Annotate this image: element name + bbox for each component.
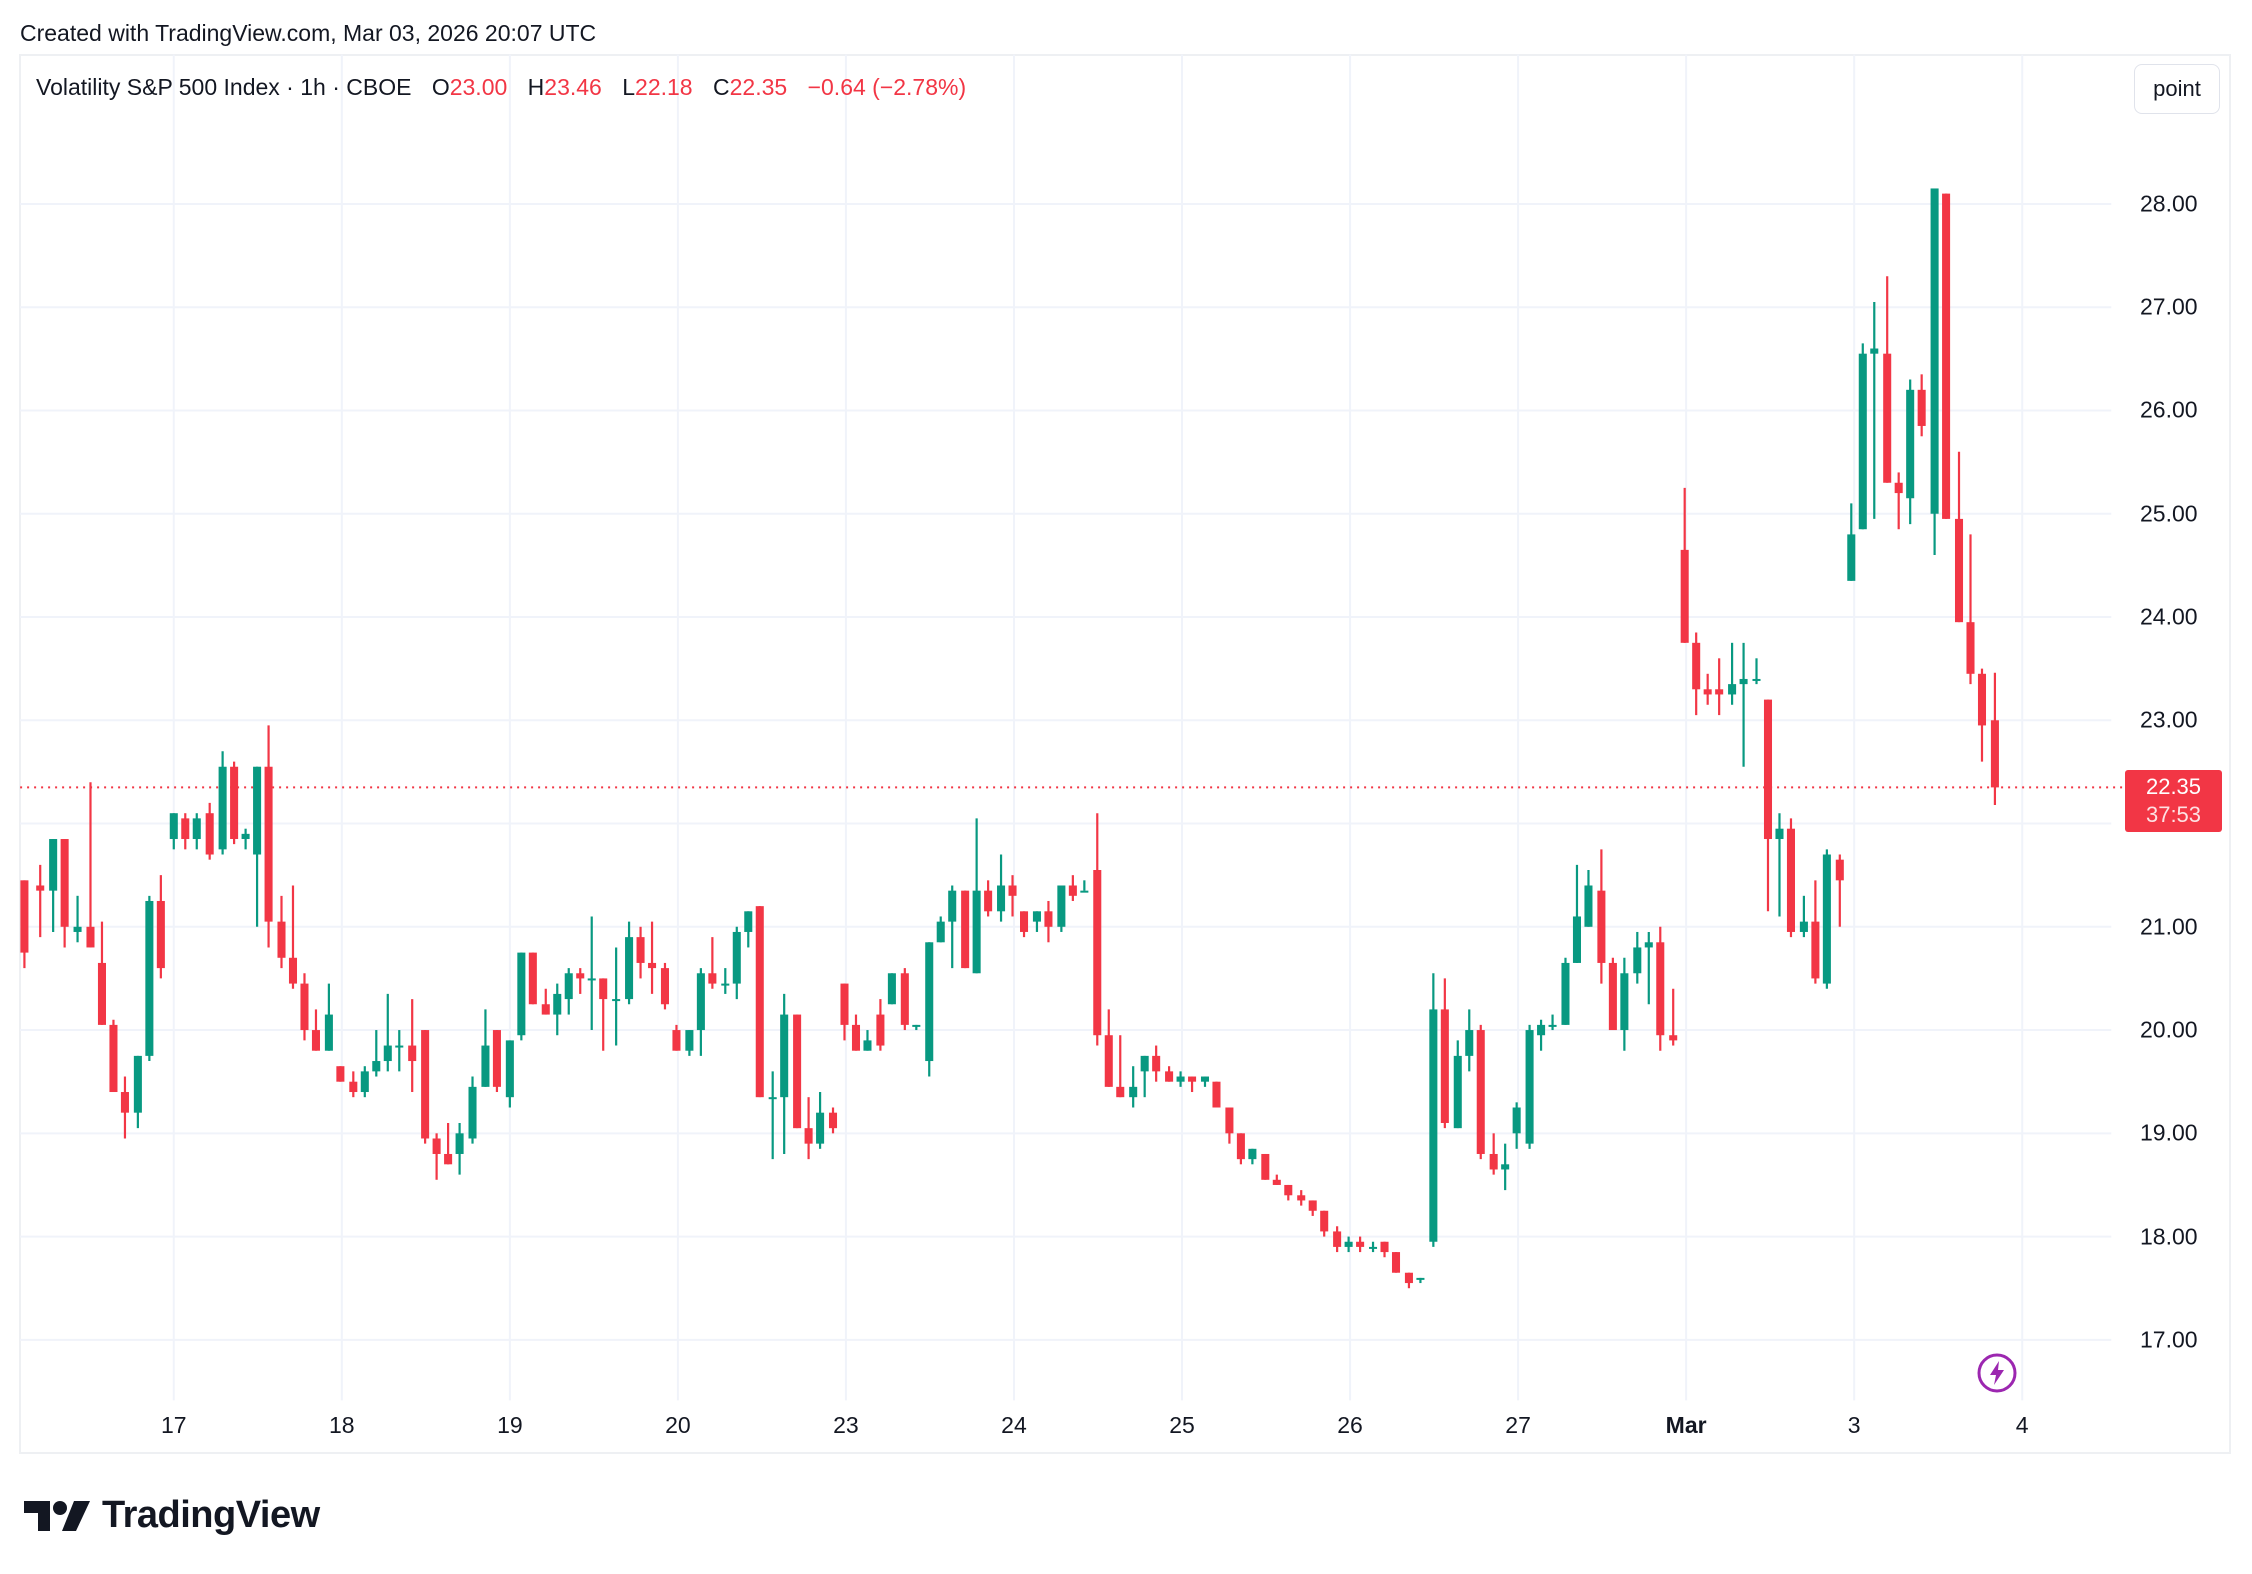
tradingview-logo-icon — [24, 1500, 90, 1531]
low-value: 22.18 — [635, 74, 693, 100]
time-axis-label: 18 — [329, 1412, 355, 1438]
open-label: O — [431, 74, 450, 100]
open-value: 23.00 — [449, 74, 508, 100]
time-axis-label: 3 — [1847, 1412, 1861, 1438]
scale-mode-button[interactable]: point — [2134, 64, 2220, 114]
time-axis-label: 23 — [833, 1412, 859, 1438]
close-value: 22.35 — [729, 74, 788, 100]
lightning-event-icon[interactable] — [1976, 1352, 2018, 1394]
price-axis-label: 23.00 — [2140, 706, 2198, 733]
price-axis-label: 21.00 — [2140, 913, 2198, 940]
price-axis-label: 20.00 — [2140, 1016, 2198, 1043]
tradingview-logo[interactable]: TradingView — [24, 1494, 320, 1537]
bar-countdown: 37:53 — [2145, 802, 2202, 827]
close-label: C — [713, 74, 730, 100]
symbol-legend: Volatility S&P 500 Index · 1h · CBOE O23… — [36, 74, 966, 101]
price-axis-label: 26.00 — [2140, 396, 2198, 423]
high-label: H — [527, 74, 545, 100]
time-axis-label: Mar — [1665, 1412, 1707, 1438]
price-axis-label: 17.00 — [2140, 1326, 2198, 1353]
time-axis-label: 27 — [1505, 1412, 1531, 1438]
time-axis-label: 17 — [160, 1412, 187, 1438]
last-price-tag: 22.35 37:53 — [2125, 770, 2222, 832]
tradingview-logo-text: TradingView — [102, 1494, 320, 1536]
price-axis-label: 24.00 — [2140, 603, 2198, 630]
symbol-name[interactable]: Volatility S&P 500 Index · 1h · CBOE — [36, 74, 412, 100]
price-axis-label: 19.00 — [2140, 1119, 2198, 1146]
time-axis-label: 20 — [665, 1412, 691, 1438]
time-axis-label: 26 — [1337, 1412, 1363, 1438]
time-axis-label: 4 — [2015, 1412, 2029, 1438]
created-with-text: Created with TradingView.com, Mar 03, 20… — [20, 20, 597, 46]
price-axis-label: 18.00 — [2140, 1223, 2198, 1250]
price-axis-label: 25.00 — [2140, 500, 2198, 527]
high-value: 23.46 — [544, 74, 602, 100]
chart-frame[interactable] — [19, 54, 2231, 1454]
time-axis-label: 24 — [1001, 1412, 1027, 1438]
price-axis-label: 27.00 — [2140, 293, 2198, 320]
low-label: L — [622, 74, 636, 100]
price-axis-label: 28.00 — [2140, 190, 2198, 217]
change-value: −0.64 (−2.78%) — [807, 74, 967, 100]
time-axis-label: 19 — [497, 1412, 523, 1438]
last-price-value: 22.35 — [2145, 774, 2202, 799]
time-axis-label: 25 — [1169, 1412, 1195, 1438]
